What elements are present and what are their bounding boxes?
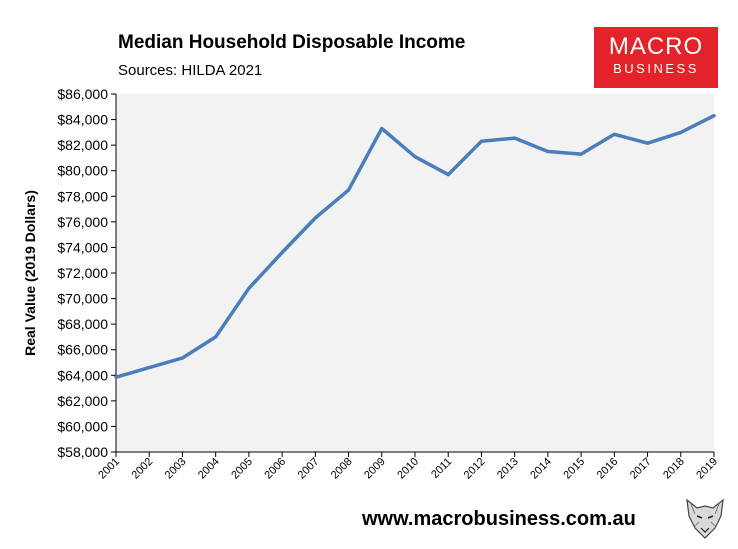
- x-tick-label: 2014: [528, 456, 554, 482]
- data-point: [181, 357, 183, 359]
- macrobusiness-logo: MACRO BUSINESS: [594, 27, 718, 88]
- x-tick-label: 2011: [429, 456, 454, 481]
- y-tick-label: $66,000: [57, 342, 108, 358]
- x-tick-label: 2003: [163, 456, 189, 482]
- plot-area: [116, 94, 714, 452]
- x-tick-label: 2006: [262, 456, 288, 482]
- y-tick-label: $76,000: [57, 214, 108, 230]
- logo-line-1: MACRO: [608, 33, 704, 60]
- x-tick-label: 2002: [130, 456, 156, 482]
- data-point: [447, 174, 449, 176]
- y-tick-label: $78,000: [57, 188, 108, 204]
- data-point: [281, 252, 283, 254]
- x-tick-label: 2008: [329, 456, 355, 482]
- y-tick-label: $80,000: [57, 163, 108, 179]
- fox-mascot-icon: [681, 494, 729, 542]
- x-tick-label: 2007: [296, 456, 322, 482]
- y-tick-label: $84,000: [57, 112, 108, 128]
- data-point: [348, 189, 350, 191]
- y-tick-label: $82,000: [57, 137, 108, 153]
- data-point: [480, 140, 482, 142]
- data-point: [148, 367, 150, 369]
- chart-subtitle: Sources: HILDA 2021: [118, 62, 263, 79]
- data-point: [248, 287, 250, 289]
- y-tick-label: $58,000: [57, 444, 108, 460]
- y-axis-label: Real Value (2019 Dollars): [22, 190, 38, 356]
- y-tick-label: $74,000: [57, 239, 108, 255]
- x-axis: 2001 2002 2003 2004 2005 2006 2007 2008 2009 2010…: [96, 451, 720, 482]
- x-tick-label: 2015: [561, 456, 587, 482]
- y-tick-label: $70,000: [57, 291, 108, 307]
- data-point: [381, 128, 383, 130]
- x-tick-label: 2009: [362, 456, 388, 482]
- y-tick-label: $62,000: [57, 393, 108, 409]
- data-point: [580, 153, 582, 155]
- y-tick-label: $64,000: [57, 367, 108, 383]
- x-tick-label: 2010: [395, 456, 421, 482]
- y-tick-label: $86,000: [57, 86, 108, 102]
- data-point: [713, 115, 715, 117]
- data-point: [414, 156, 416, 158]
- y-axis: $58,000 $60,000 $62,000 $64,000 $66,000 $68,0…: [57, 86, 117, 460]
- x-tick-label: 2004: [196, 456, 222, 482]
- data-point: [613, 133, 615, 135]
- data-point: [215, 336, 217, 338]
- data-point: [680, 131, 682, 133]
- y-tick-label: $60,000: [57, 418, 108, 434]
- x-tick-label: 2013: [495, 456, 521, 482]
- data-point: [514, 137, 516, 139]
- x-tick-label: 2017: [628, 456, 654, 482]
- x-tick-label: 2019: [694, 456, 720, 482]
- data-point: [547, 151, 549, 153]
- chart-title: Median Household Disposable Income: [118, 32, 466, 53]
- data-point: [647, 142, 649, 144]
- website-url: www.macrobusiness.com.au: [362, 508, 636, 530]
- y-tick-label: $68,000: [57, 316, 108, 332]
- logo-line-2: BUSINESS: [613, 61, 699, 76]
- x-tick-label: 2018: [661, 456, 687, 482]
- y-tick-label: $72,000: [57, 265, 108, 281]
- x-tick-label: 2016: [595, 456, 621, 482]
- data-point: [314, 217, 316, 219]
- data-point: [115, 376, 117, 378]
- x-tick-label: 2012: [462, 456, 488, 482]
- x-tick-label: 2005: [229, 456, 255, 482]
